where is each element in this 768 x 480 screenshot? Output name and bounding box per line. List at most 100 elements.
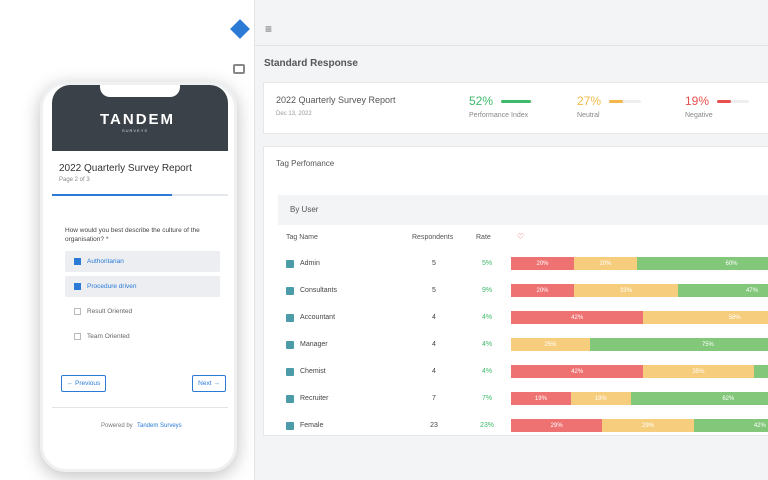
bar-segment: 20% — [511, 284, 574, 297]
column-header: Respondents — [412, 234, 454, 241]
checkbox[interactable] — [74, 258, 81, 265]
bar-segment: 58% — [643, 311, 768, 324]
tag-swatch — [286, 314, 294, 322]
report-date: Dec 13, 2022 — [276, 111, 312, 117]
rate: 9% — [481, 287, 493, 294]
bar-segment: 47% — [677, 284, 768, 297]
bar-segment: 23% — [753, 365, 768, 378]
tag-swatch — [286, 287, 294, 295]
checkbox[interactable] — [74, 283, 81, 290]
tag-name: Chemist — [300, 368, 326, 375]
previous-button[interactable]: ← Previous — [61, 375, 106, 392]
bar-segment: 19% — [511, 392, 571, 405]
tag-name: Recruiter — [300, 395, 329, 402]
tag-swatch — [286, 422, 294, 430]
metric-track — [717, 100, 749, 103]
group-title: By User — [290, 205, 319, 214]
tag-swatch — [286, 395, 294, 403]
bar-segment: 20% — [511, 257, 574, 270]
bar-segment: 42% — [693, 419, 768, 432]
rate: 7% — [481, 395, 493, 402]
divider — [52, 407, 228, 408]
bar-segment: 60% — [637, 257, 768, 270]
column-header: Tag Name — [286, 234, 318, 241]
tag-title: Tag Perfomance — [276, 159, 335, 168]
metric-bar — [501, 100, 531, 103]
bar-segment: 62% — [630, 392, 768, 405]
brand-sub: SURVEYS — [122, 128, 149, 133]
bar-segment: 42% — [511, 311, 644, 324]
footer-link[interactable]: Tandem Surveys — [137, 423, 182, 429]
metric-label: Performance Index — [469, 112, 529, 119]
metric-bar — [609, 100, 623, 103]
tag-name: Consultants — [300, 287, 337, 294]
question: How would you best describe the culture … — [65, 227, 200, 243]
footer-prefix: Powered by — [101, 423, 133, 429]
option-label[interactable]: Result Oriented — [87, 308, 133, 315]
notch — [100, 85, 180, 97]
tag-name: Admin — [300, 260, 320, 267]
page-indicator: Page 2 of 3 — [59, 177, 90, 183]
menu-icon[interactable]: ≡ — [265, 22, 273, 36]
bar-segment: 42% — [511, 365, 644, 378]
phone-header: TANDEM SURVEYS — [52, 85, 228, 151]
tag-swatch — [286, 368, 294, 376]
rate: 4% — [481, 341, 493, 348]
rate: 4% — [481, 314, 493, 321]
metric-value: 52% — [469, 94, 494, 108]
tag-swatch — [286, 260, 294, 268]
survey-title: 2022 Quarterly Survey Report — [59, 163, 192, 174]
option-highlight — [65, 276, 220, 297]
metric-value: 19% — [685, 94, 710, 108]
respondents: 23 — [430, 422, 438, 429]
bar-segment: 33% — [574, 284, 678, 297]
checkbox[interactable] — [74, 333, 81, 340]
group-header — [278, 195, 768, 225]
respondents: 4 — [432, 314, 436, 321]
bar-segment: 29% — [511, 419, 603, 432]
bar-segment: 35% — [643, 365, 754, 378]
bar-segment: 19% — [570, 392, 631, 405]
dashboard: ≡ Standard Response 2022 Quarterly Surve… — [225, 0, 768, 480]
tag-card: Tag Perfomance By User Tag Name Responde… — [263, 146, 768, 436]
rate: 5% — [481, 260, 493, 267]
option-highlight — [65, 251, 220, 272]
bar-segment: 20% — [574, 257, 637, 270]
tag-swatch — [286, 341, 294, 349]
metric-track — [609, 100, 641, 103]
metric-label: Neutral — [577, 112, 600, 119]
option-label[interactable]: Procedure driven — [87, 283, 137, 290]
report-title: 2022 Quarterly Survey Report — [276, 95, 396, 105]
progress-bar — [52, 194, 172, 196]
brand: TANDEM — [100, 111, 176, 128]
respondents: 5 — [432, 287, 436, 294]
bar-segment: 75% — [589, 338, 768, 351]
phone: TANDEM SURVEYS 2022 Quarterly Survey Rep… — [40, 82, 237, 472]
home-icon[interactable] — [233, 64, 245, 74]
checkbox[interactable] — [74, 308, 81, 315]
metric-label: Negative — [685, 112, 713, 119]
bar-segment: 25% — [511, 338, 590, 351]
tag-name: Female — [300, 422, 324, 429]
respondents: 4 — [432, 368, 436, 375]
report-card: 2022 Quarterly Survey Report Dec 13, 202… — [263, 82, 768, 134]
logo — [230, 19, 250, 39]
metric-value: 27% — [577, 94, 602, 108]
rate: 23% — [479, 422, 494, 429]
column-header: Rate — [476, 234, 491, 241]
option-label[interactable]: Team Oriented — [87, 333, 130, 340]
rate: 4% — [481, 368, 493, 375]
section-title: Standard Response — [264, 58, 358, 69]
option-label[interactable]: Authoritarian — [87, 258, 124, 265]
respondents: 5 — [432, 260, 436, 267]
tag-name: Accountant — [300, 314, 336, 321]
respondents: 7 — [432, 395, 436, 402]
bar-segment: 29% — [602, 419, 694, 432]
tag-name: Manager — [300, 341, 328, 348]
respondents: 4 — [432, 341, 436, 348]
sort-icon[interactable]: ♡ — [517, 232, 525, 241]
next-button[interactable]: Next → — [192, 375, 226, 392]
divider — [255, 45, 768, 46]
metric-bar — [717, 100, 731, 103]
